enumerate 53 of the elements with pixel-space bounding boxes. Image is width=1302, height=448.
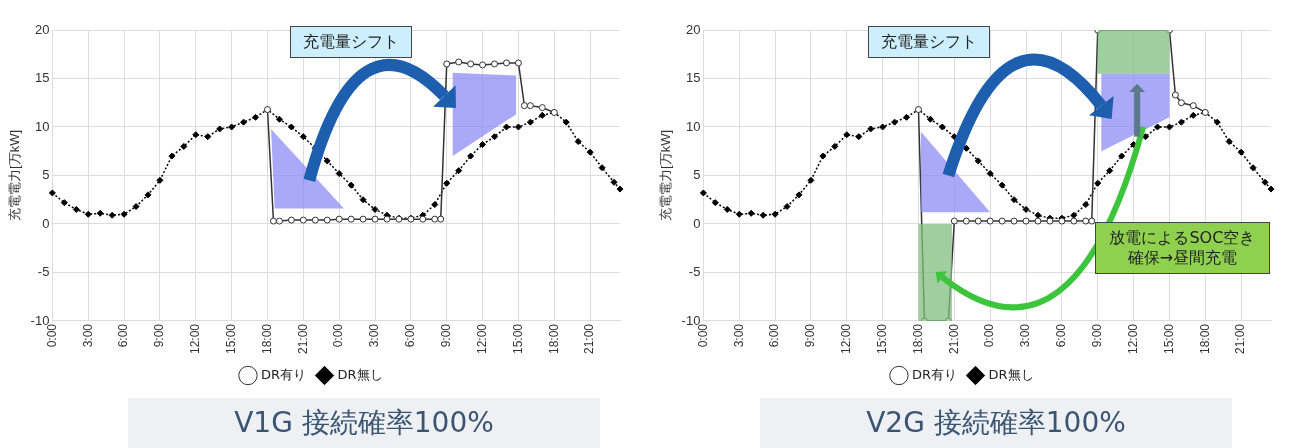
y-tick-label: 0 <box>42 215 50 231</box>
x-tick-label: 6:00 <box>403 323 418 348</box>
x-tick-label: 9:00 <box>152 323 167 348</box>
text: V1G 接続確率100% <box>128 398 600 448</box>
y-tick-label: 20 <box>34 21 50 37</box>
x-tick-label: 15:00 <box>874 323 889 354</box>
annotation: 放電によるSOC空き確保→昼間充電 <box>1095 222 1270 274</box>
legend-label: DR有り <box>911 366 957 382</box>
x-tick-label: 3:00 <box>80 323 95 348</box>
x-tick-label: 18:00 <box>910 323 925 354</box>
y-tick-label: 5 <box>42 167 50 183</box>
x-tick-label: 3:00 <box>1018 323 1033 348</box>
x-tick-label: 9:00 <box>803 323 818 348</box>
x-tick-label: 18:00 <box>546 323 561 354</box>
x-tick-label: 15:00 <box>223 323 238 354</box>
y-axis-title: 充電電力[万kW] <box>7 129 23 221</box>
annotation: 充電量シフト <box>868 26 990 58</box>
x-tick-label: 3:00 <box>367 323 382 348</box>
x-tick-label: 12:00 <box>1125 323 1140 354</box>
text: V2G 接続確率100% <box>760 398 1232 448</box>
x-tick-label: 15:00 <box>1161 323 1176 354</box>
x-tick-label: 6:00 <box>767 323 782 348</box>
y-axis-title: 充電電力[万kW] <box>658 129 674 221</box>
x-tick-label: 0:00 <box>331 323 346 348</box>
x-tick-label: 21:00 <box>946 323 961 354</box>
y-tick-label: 15 <box>685 70 701 86</box>
y-tick-label: 5 <box>693 167 701 183</box>
legend-label: DR無し <box>988 366 1034 382</box>
x-tick-label: 15:00 <box>510 323 525 354</box>
x-tick-label: 6:00 <box>1054 323 1069 348</box>
y-tick-label: -5 <box>37 264 50 280</box>
x-tick-label: 21:00 <box>582 323 597 354</box>
x-tick-label: 18:00 <box>259 323 274 354</box>
x-tick-label: 9:00 <box>1090 323 1105 348</box>
legend-label: DR有り <box>260 366 306 382</box>
y-tick-label: 20 <box>685 21 701 37</box>
x-tick-label: 18:00 <box>1197 323 1212 354</box>
x-tick-label: 3:00 <box>731 323 746 348</box>
x-tick-label: 6:00 <box>116 323 131 348</box>
y-tick-label: 10 <box>685 118 701 134</box>
annotation: 充電量シフト <box>290 26 412 58</box>
x-tick-label: 21:00 <box>295 323 310 354</box>
y-tick-label: 10 <box>34 118 50 134</box>
y-tick-label: 15 <box>34 70 50 86</box>
legend-label: DR無し <box>337 366 383 382</box>
x-tick-label: 12:00 <box>188 323 203 354</box>
x-tick-label: 12:00 <box>474 323 489 354</box>
x-tick-label: 12:00 <box>839 323 854 354</box>
y-tick-label: 0 <box>693 215 701 231</box>
y-tick-label: -5 <box>688 264 701 280</box>
x-tick-label: 0:00 <box>982 323 997 348</box>
x-tick-label: 9:00 <box>439 323 454 348</box>
x-tick-label: 21:00 <box>1233 323 1248 354</box>
